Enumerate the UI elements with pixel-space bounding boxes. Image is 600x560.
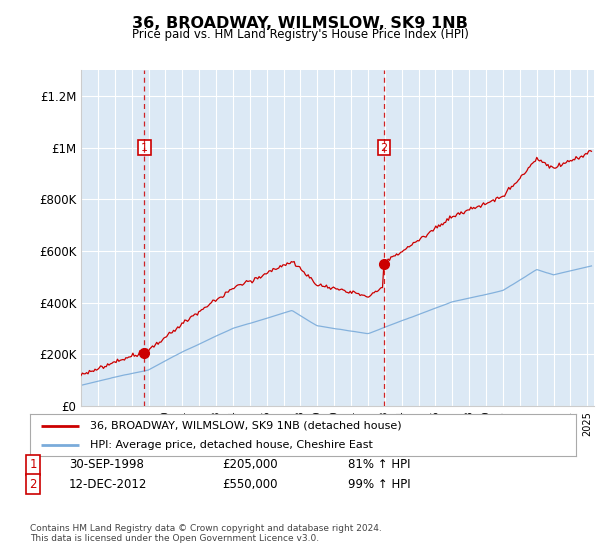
Text: 30-SEP-1998: 30-SEP-1998 <box>69 458 144 472</box>
Text: 1: 1 <box>141 143 148 152</box>
Text: 36, BROADWAY, WILMSLOW, SK9 1NB: 36, BROADWAY, WILMSLOW, SK9 1NB <box>132 16 468 31</box>
Text: 2: 2 <box>380 143 388 152</box>
Text: 99% ↑ HPI: 99% ↑ HPI <box>348 478 410 491</box>
Text: 36, BROADWAY, WILMSLOW, SK9 1NB (detached house): 36, BROADWAY, WILMSLOW, SK9 1NB (detache… <box>90 421 401 431</box>
Text: 1: 1 <box>29 458 37 472</box>
Text: £550,000: £550,000 <box>222 478 277 491</box>
Text: HPI: Average price, detached house, Cheshire East: HPI: Average price, detached house, Ches… <box>90 440 373 450</box>
Text: 2: 2 <box>29 478 37 491</box>
Text: 12-DEC-2012: 12-DEC-2012 <box>69 478 148 491</box>
Text: 81% ↑ HPI: 81% ↑ HPI <box>348 458 410 472</box>
Text: Contains HM Land Registry data © Crown copyright and database right 2024.
This d: Contains HM Land Registry data © Crown c… <box>30 524 382 543</box>
Text: £205,000: £205,000 <box>222 458 278 472</box>
Text: Price paid vs. HM Land Registry's House Price Index (HPI): Price paid vs. HM Land Registry's House … <box>131 28 469 41</box>
